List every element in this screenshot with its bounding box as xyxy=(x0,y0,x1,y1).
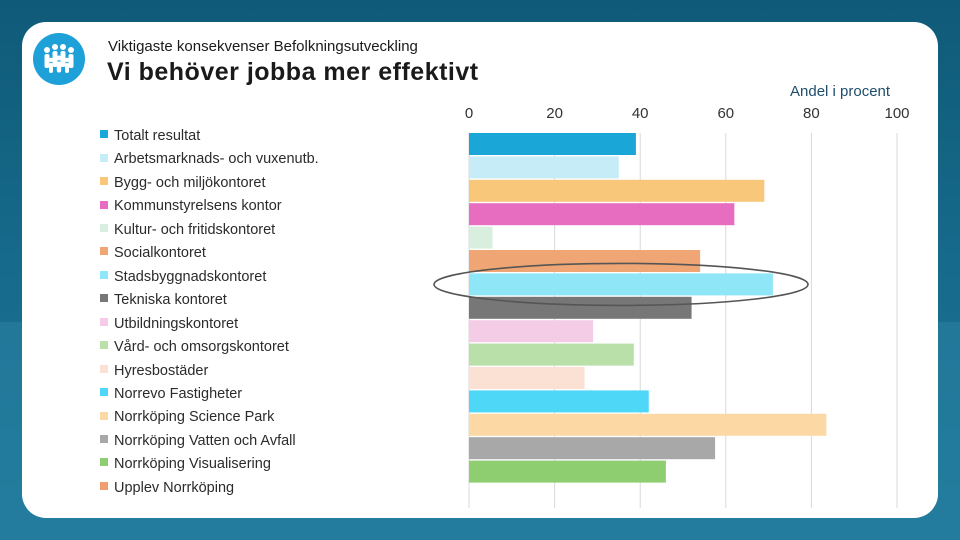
legend-item: Totalt resultat xyxy=(100,126,200,146)
legend-item: Kommunstyrelsens kontor xyxy=(100,196,282,216)
bar-kultur-och-fritidskontoret xyxy=(469,226,493,249)
legend-label: Kommunstyrelsens kontor xyxy=(114,198,282,215)
axis-unit-label: Andel i procent xyxy=(790,83,891,100)
people-group-icon xyxy=(44,44,74,73)
legend-item: Kultur- och fritidskontoret xyxy=(100,220,275,240)
legend-label: Socialkontoret xyxy=(114,245,206,262)
legend-label: Vård- och omsorgskontoret xyxy=(114,339,289,356)
highlight-ellipse xyxy=(433,262,809,307)
x-tick-label: 0 xyxy=(465,105,473,122)
legend-swatch xyxy=(100,270,108,279)
legend-item: Tekniska kontoret xyxy=(100,290,227,310)
bar-utbildningskontoret xyxy=(469,320,594,343)
legend-label: Upplev Norrköping xyxy=(114,479,235,496)
legend-swatch xyxy=(100,177,108,186)
legend-swatch xyxy=(100,411,108,420)
legend-swatch xyxy=(100,130,108,139)
legend-item: Norrevo Fastigheter xyxy=(100,384,242,404)
bar-norrköping-science-park xyxy=(469,413,827,436)
legend-item: Socialkontoret xyxy=(100,243,206,263)
legend-item: Stadsbyggnadskontoret xyxy=(100,267,266,287)
legend-item: Norrköping Science Park xyxy=(100,407,274,427)
bar-norrköping-visualisering xyxy=(469,460,666,483)
legend-item: Arbetsmarknads- och vuxenutb. xyxy=(100,149,319,169)
legend-label: Stadsbyggnadskontoret xyxy=(114,268,267,285)
bar-hyresbostäder xyxy=(469,367,585,389)
legend-label: Norrköping Vatten och Avfall xyxy=(114,432,296,449)
slide-title: Vi behöver jobba mer effektivt xyxy=(107,58,479,86)
legend-label: Bygg- och miljökontoret xyxy=(114,174,266,191)
legend-item: Norrköping Vatten och Avfall xyxy=(100,431,296,451)
legend-item: Bygg- och miljökontoret xyxy=(100,173,266,193)
legend-label: Norrevo Fastigheter xyxy=(114,385,243,402)
legend-label: Totalt resultat xyxy=(114,128,201,144)
legend-swatch xyxy=(100,294,108,303)
bar-arbetsmarknads-och-vuxenutb- xyxy=(469,156,619,179)
legend-label: Arbetsmarknads- och vuxenutb. xyxy=(114,151,319,168)
legend-label: Tekniska kontoret xyxy=(114,292,227,309)
x-tick-label: 80 xyxy=(803,105,820,122)
bar-norrevo-fastigheter xyxy=(469,390,649,413)
legend-item: Upplev Norrköping xyxy=(100,478,234,498)
legend-label: Kultur- och fritidskontoret xyxy=(114,221,276,238)
legend-swatch xyxy=(100,435,108,444)
legend-swatch xyxy=(100,200,108,209)
legend-swatch xyxy=(100,458,108,467)
bar-totalt-resultat xyxy=(469,133,636,155)
bar-bygg-och-miljökontoret xyxy=(469,179,765,202)
legend-item: Hyresbostäder xyxy=(100,361,208,381)
legend-item: Vård- och omsorgskontoret xyxy=(100,337,289,357)
bar-norrköping-vatten-och-avfall xyxy=(469,437,716,460)
legend-label: Norrköping Visualisering xyxy=(114,456,271,473)
slide-subtitle: Viktigaste konsekvenser Befolkningsutvec… xyxy=(108,38,418,55)
legend-item: Norrköping Visualisering xyxy=(100,454,271,474)
x-tick-label: 40 xyxy=(632,105,649,122)
legend-swatch xyxy=(100,223,108,232)
bar-vård-och-omsorgskontoret xyxy=(469,343,634,366)
bar-kommunstyrelsens-kontor xyxy=(469,203,735,226)
bar-stadsbyggnadskontoret xyxy=(469,273,773,296)
legend-item: Utbildningskontoret xyxy=(100,314,238,334)
legend-label: Norrköping Science Park xyxy=(114,409,275,426)
x-tick-label: 60 xyxy=(717,105,734,122)
x-tick-label: 100 xyxy=(884,105,909,122)
legend-swatch xyxy=(100,481,108,490)
legend-label: Utbildningskontoret xyxy=(114,315,239,332)
population-logo xyxy=(33,33,85,85)
legend-label: Hyresbostäder xyxy=(114,362,209,379)
legend-swatch xyxy=(100,247,108,256)
legend-swatch xyxy=(100,341,108,350)
legend-swatch xyxy=(100,317,108,326)
legend-swatch xyxy=(100,364,108,373)
x-tick-label: 20 xyxy=(546,105,563,122)
legend-swatch xyxy=(100,153,108,162)
legend-swatch xyxy=(100,388,108,397)
